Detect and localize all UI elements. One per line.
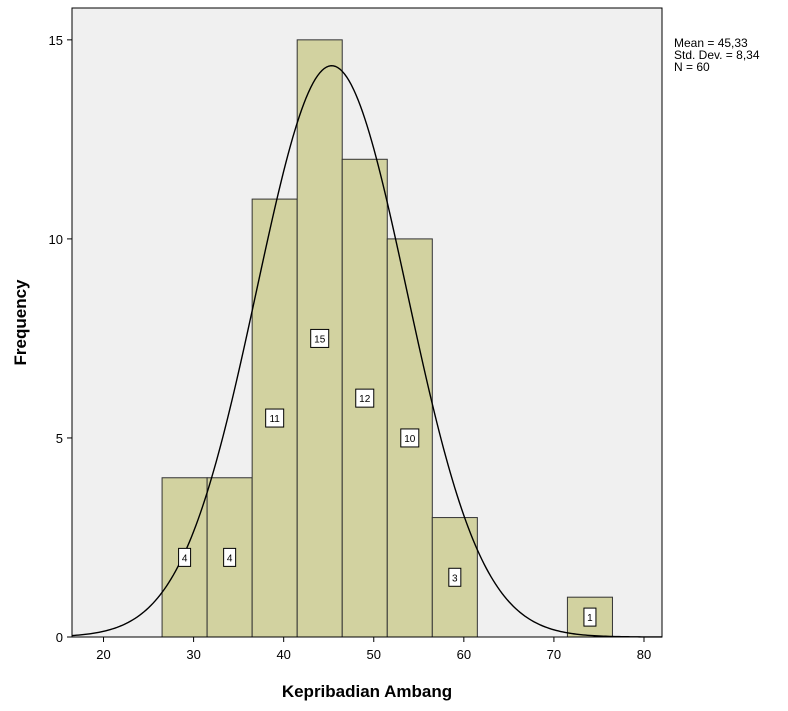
bar-value-label: 4: [227, 553, 233, 564]
bar-label-box: [223, 547, 237, 567]
std-dev-text: Std. Dev. = 8,34: [674, 48, 760, 62]
bar-value-label: 10: [404, 434, 416, 445]
x-tick-label: 80: [637, 647, 651, 662]
statistics-legend: Mean = 45,33 Std. Dev. = 8,34 N = 60: [674, 37, 760, 73]
x-tick-label: 40: [276, 647, 290, 662]
bar-value-label: 3: [452, 573, 458, 584]
bar-label-box: [355, 388, 375, 408]
y-axis-ticks: 0 5 10 15: [49, 33, 72, 645]
y-tick-label: 15: [49, 33, 63, 48]
x-axis-label: Kepribadian Ambang: [282, 682, 452, 701]
bar-label-box: [178, 547, 192, 567]
bar-label-box: [400, 428, 420, 448]
bar-label-box: [310, 328, 330, 348]
n-text: N = 60: [674, 60, 710, 74]
x-tick-label: 70: [547, 647, 561, 662]
y-axis-label: Frequency: [11, 279, 30, 366]
histogram-bar: [431, 517, 478, 638]
histogram-bars: [161, 39, 613, 638]
mean-text: Mean = 45,33: [674, 36, 748, 50]
bar-value-label: 11: [269, 414, 280, 425]
bar-value-label: 1: [587, 613, 593, 624]
bar-value-label: 4: [182, 553, 188, 564]
bar-value-labels: 4 4 11 15 12 10 3 1: [178, 328, 597, 627]
y-tick-label: 0: [56, 630, 63, 645]
bar-label-box: [265, 408, 285, 428]
normal-curve: [71, 65, 662, 638]
x-tick-label: 50: [367, 647, 381, 662]
x-axis-ticks: 20 30 40 50 60 70 80: [96, 637, 651, 662]
x-tick-label: 60: [457, 647, 471, 662]
x-tick-label: 20: [96, 647, 110, 662]
bar-value-label: 12: [359, 394, 371, 405]
axes: [71, 8, 662, 638]
bar-value-label: 15: [314, 334, 326, 345]
x-tick-label: 30: [186, 647, 200, 662]
y-tick-label: 10: [49, 232, 63, 247]
bar-label-box: [583, 607, 597, 627]
y-tick-label: 5: [56, 431, 63, 446]
bar-label-box: [448, 567, 462, 587]
